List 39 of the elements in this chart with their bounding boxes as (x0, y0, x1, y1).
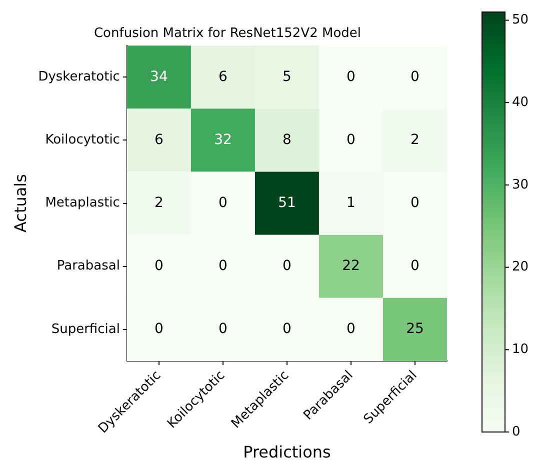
data-label: 51 (278, 194, 296, 211)
data-label: 25 (406, 321, 424, 338)
y-tick-label: Superficial (51, 322, 120, 337)
data-label: 22 (342, 258, 360, 274)
data-label: 6 (154, 132, 164, 148)
data-label: 8 (282, 132, 292, 148)
data-label: 1 (346, 194, 356, 211)
data-label: 2 (410, 132, 420, 148)
y-tick-label: Koilocytotic (45, 132, 120, 148)
data-label: 6 (218, 68, 228, 85)
color-bar-label: 0 (512, 424, 520, 440)
data-label: 0 (218, 194, 228, 211)
data-label: 0 (218, 321, 228, 338)
y-tick-label: Dyskeratotic (38, 70, 120, 85)
color-bar-label: 10 (512, 342, 529, 358)
data-label: 2 (154, 194, 164, 211)
data-label: 0 (282, 321, 292, 338)
data-label: 0 (346, 321, 356, 338)
color-bar-label: 20 (512, 260, 529, 275)
y-tick-label: Metaplastic (45, 196, 120, 211)
x-axis-title: Predictions (243, 442, 331, 462)
data-label: 0 (218, 258, 228, 274)
color-bar-label: 30 (512, 177, 529, 192)
y-axis-title: Actuals (10, 174, 30, 233)
data-label: 0 (154, 258, 164, 274)
chart-title: Confusion Matrix for ResNet152V2 Model (94, 26, 362, 42)
data-label: 0 (346, 132, 356, 148)
data-label: 34 (150, 68, 168, 85)
data-label: 0 (154, 321, 164, 338)
data-label: 0 (282, 258, 292, 274)
data-label: 0 (410, 68, 420, 85)
color-bar-label: 40 (512, 94, 529, 110)
data-label: 0 (410, 194, 420, 211)
data-label: 5 (282, 68, 292, 85)
y-tick-label: Parabasal (56, 258, 120, 274)
data-label: 0 (410, 258, 420, 274)
color-bar-label: 50 (512, 12, 529, 28)
data-label: 32 (214, 132, 232, 148)
data-label: 0 (346, 68, 356, 85)
